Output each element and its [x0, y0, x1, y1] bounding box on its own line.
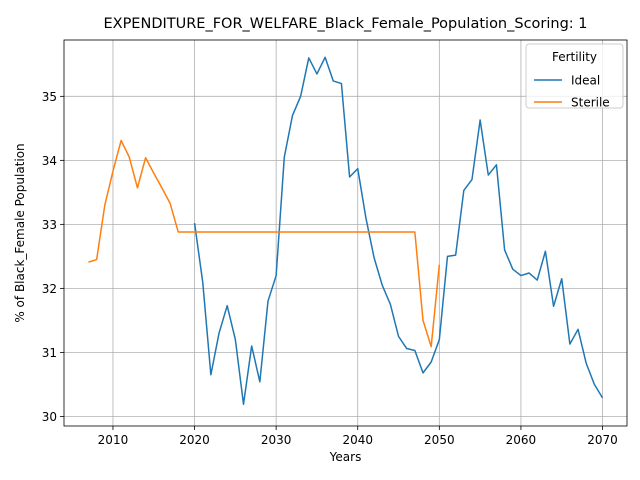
chart-title: EXPENDITURE_FOR_WELFARE_Black_Female_Pop… — [103, 16, 587, 32]
legend-label-ideal: Ideal — [571, 74, 600, 88]
y-tick-label: 35 — [42, 90, 57, 104]
x-tick-label: 2010 — [98, 433, 129, 447]
legend-title: Fertility — [552, 50, 597, 64]
legend-items: Ideal Sterile — [534, 74, 610, 110]
y-axis-ticks: 30 31 32 33 34 35 — [42, 90, 64, 424]
x-tick-label: 2050 — [424, 433, 455, 447]
y-tick-label: 34 — [42, 154, 57, 168]
x-tick-label: 2060 — [506, 433, 537, 447]
series-line-sterile — [88, 139, 441, 348]
x-tick-label: 2030 — [261, 433, 292, 447]
legend-label-sterile: Sterile — [571, 96, 610, 110]
y-tick-label: 33 — [42, 218, 57, 232]
y-tick-label: 30 — [42, 410, 57, 424]
x-tick-label: 2070 — [587, 433, 618, 447]
y-axis-title: % of Black_Female Population — [13, 143, 27, 322]
x-axis-ticks: 2010 2020 2030 2040 2050 2060 2070 — [98, 426, 618, 447]
series-line-ideal — [193, 56, 604, 405]
legend: Fertility Ideal Sterile — [525, 43, 624, 110]
plot-frame — [63, 39, 628, 427]
x-axis-title: Years — [329, 450, 362, 464]
series-lines — [88, 56, 604, 405]
legend-box — [525, 43, 624, 109]
y-tick-label: 32 — [42, 282, 57, 296]
y-tick-label: 31 — [42, 346, 57, 360]
x-tick-label: 2040 — [342, 433, 373, 447]
x-tick-label: 2020 — [179, 433, 210, 447]
